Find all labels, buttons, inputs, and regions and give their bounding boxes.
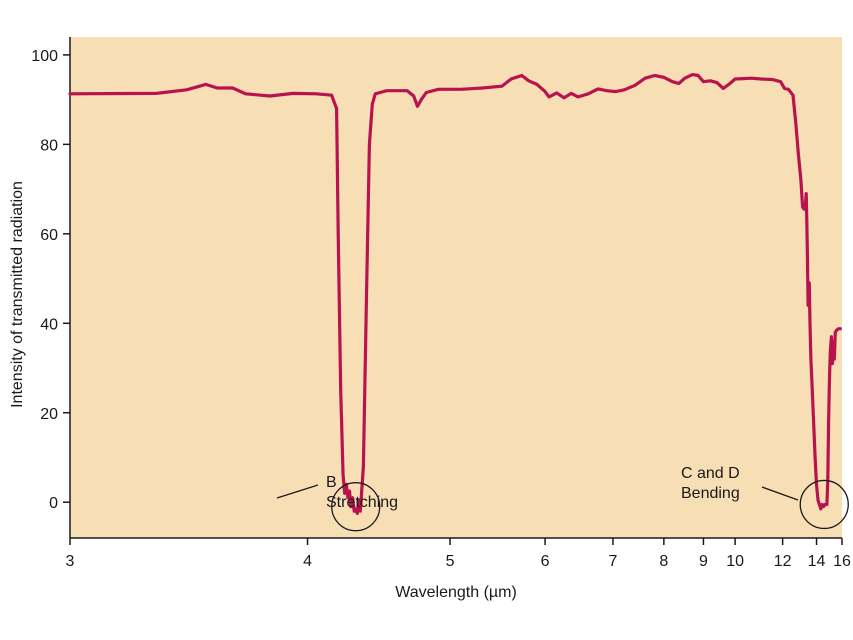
x-tick-label: 14 (808, 553, 826, 570)
plot-area (70, 37, 842, 538)
x-tick-label: 10 (726, 553, 744, 570)
x-tick-label: 3 (66, 553, 75, 570)
x-tick-label: 5 (446, 553, 455, 570)
x-axis-label: Wavelength (µm) (395, 584, 517, 601)
x-tick-label: 7 (608, 553, 617, 570)
annotation-leader (761, 486, 799, 501)
x-tick-label: 12 (774, 553, 792, 570)
annotation-label: Bending (681, 485, 740, 502)
y-tick-label: 80 (40, 137, 58, 154)
x-tick-label: 9 (699, 553, 708, 570)
y-axis-ticks: 0 20 40 60 80 100 (31, 48, 70, 512)
annotation-label: Stretching (326, 494, 398, 511)
annotation-label: B (326, 474, 337, 491)
y-tick-label: 20 (40, 406, 58, 423)
x-tick-label: 4 (303, 553, 312, 570)
y-tick-label: 60 (40, 227, 58, 244)
annotation-circle (331, 482, 381, 532)
series-line (68, 73, 842, 515)
y-axis-label: Intensity of transmitted radiation (9, 181, 26, 408)
y-tick-label: 100 (31, 48, 58, 65)
annotation-circle (799, 479, 849, 530)
y-tick-label: 0 (49, 495, 58, 512)
x-axis-ticks: 3 4 5 6 7 8 9 10 12 14 16 (66, 538, 851, 570)
x-tick-label: 16 (833, 553, 851, 570)
x-tick-label: 8 (659, 553, 668, 570)
y-tick-label: 40 (40, 316, 58, 333)
x-tick-label: 6 (541, 553, 550, 570)
annotation-leader (276, 484, 319, 499)
annotations: B Stretching C and D Bending (276, 465, 849, 532)
axes (69, 37, 842, 539)
annotation-label: C and D (681, 465, 740, 482)
